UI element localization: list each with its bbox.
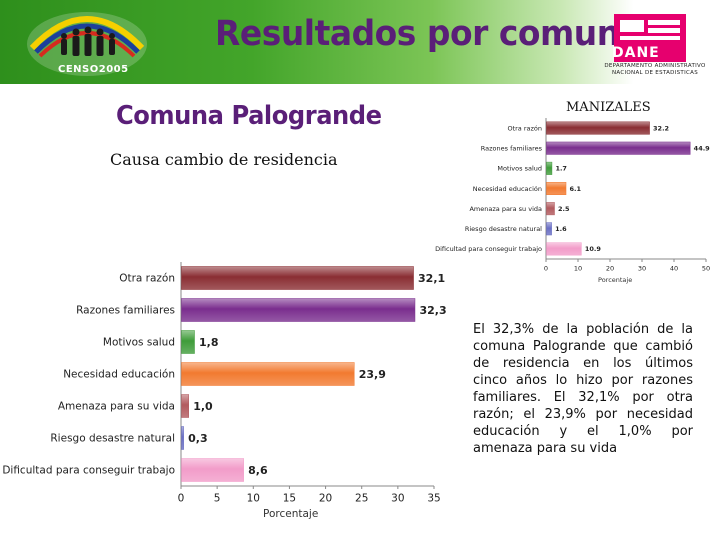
big-chart-tick-label: 15 — [283, 493, 296, 505]
small-chart-category-label: Riesgo desastre natural — [465, 225, 542, 233]
small-chart-category-label: Motivos salud — [497, 165, 542, 173]
big-chart-category-label: Motivos salud — [103, 337, 175, 349]
small-chart-x-axis-label: Porcentaje — [598, 276, 632, 284]
big-chart-bar — [181, 266, 414, 290]
small-chart-category-label: Necesidad educación — [473, 185, 542, 193]
small-chart-value-label: 1.7 — [555, 165, 567, 173]
big-chart-x-axis-label: Porcentaje — [263, 508, 318, 520]
dane-logo-icon — [614, 14, 686, 62]
big-chart-value-label: 32,1 — [418, 272, 445, 285]
small-chart-tick-label: 20 — [606, 265, 614, 273]
small-chart-value-label: 6.1 — [570, 185, 582, 193]
big-chart-tick-label: 35 — [427, 493, 440, 505]
chart-subtitle: Causa cambio de residencia — [110, 150, 338, 169]
header-banner: CENSO2005 Resultados por comuna DANE DEP… — [0, 0, 720, 84]
big-chart-value-label: 32,3 — [419, 304, 446, 317]
small-chart-category-label: Dificultad para conseguir trabajo — [435, 245, 542, 253]
small-chart-bar — [546, 242, 582, 256]
big-chart-category-label: Otra razón — [119, 273, 175, 285]
small-chart-tick-label: 40 — [670, 265, 678, 273]
small-chart-tick-label: 10 — [574, 265, 582, 273]
small-chart-value-label: 10.9 — [585, 245, 602, 253]
big-chart-value-label: 1,8 — [199, 336, 219, 349]
small-chart-bar — [546, 222, 552, 236]
manizales-bar-chart: Otra razón 32.2 Razones familiares 44.9 Moti… — [435, 118, 711, 284]
page-title: Resultados por comuna — [215, 14, 642, 54]
big-chart-tick-label: 30 — [391, 493, 404, 505]
big-chart-category-label: Riesgo desastre natural — [50, 433, 175, 445]
census-logo-icon — [27, 12, 147, 76]
small-chart-category-label: Razones familiares — [481, 144, 543, 152]
small-chart-category-label: Otra razón — [507, 124, 542, 132]
small-chart-category-label: Amenaza para su vida — [469, 205, 542, 213]
small-chart-tick-label: 0 — [544, 265, 548, 273]
big-chart-tick-label: 20 — [319, 493, 332, 505]
small-chart-bar — [546, 121, 650, 135]
big-chart-value-label: 8,6 — [248, 464, 268, 477]
small-chart-bar — [546, 141, 691, 155]
dane-logo-label: DANE — [612, 45, 660, 61]
big-chart-category-label: Razones familiares — [76, 305, 175, 317]
big-chart-value-label: 0,3 — [188, 432, 208, 445]
big-chart-bar — [181, 458, 244, 482]
big-chart-value-label: 23,9 — [359, 368, 386, 381]
big-chart-bar — [181, 330, 195, 354]
dane-subtitle: DEPARTAMENTO ADMINISTRATIVO NACIONAL DE … — [604, 63, 706, 76]
big-chart-tick-label: 10 — [247, 493, 260, 505]
big-chart-tick-label: 25 — [355, 493, 368, 505]
small-chart-tick-label: 30 — [638, 265, 646, 273]
big-chart-value-label: 1,0 — [193, 400, 213, 413]
small-chart-value-label: 32.2 — [653, 124, 669, 132]
small-chart-title: MANIZALES — [566, 100, 651, 115]
comuna-bar-chart: Otra razón 32,1 Razones familiares 32,3 Moti… — [2, 262, 447, 520]
description-text: El 32,3% de la población de la comuna Pa… — [473, 322, 693, 456]
small-chart-value-label: 1.6 — [555, 225, 567, 233]
small-chart-value-label: 44.9 — [694, 144, 711, 152]
big-chart-bar — [181, 362, 355, 386]
big-chart-tick-label: 0 — [178, 493, 185, 505]
big-chart-bar — [181, 394, 189, 418]
small-chart-value-label: 2.5 — [558, 205, 570, 213]
big-chart-category-label: Amenaza para su vida — [58, 401, 175, 413]
small-chart-bar — [546, 202, 555, 216]
census-logo-label: CENSO2005 — [58, 64, 129, 75]
comuna-title: Comuna Palogrande — [116, 101, 382, 131]
small-chart-tick-label: 50 — [702, 265, 710, 273]
big-chart-category-label: Dificultad para conseguir trabajo — [2, 465, 175, 477]
small-chart-bar — [546, 182, 567, 195]
big-chart-bar — [181, 426, 184, 450]
small-chart-bar — [546, 161, 553, 175]
big-chart-category-label: Necesidad educación — [63, 369, 175, 381]
big-chart-bar — [181, 298, 416, 322]
big-chart-tick-label: 5 — [214, 493, 221, 505]
